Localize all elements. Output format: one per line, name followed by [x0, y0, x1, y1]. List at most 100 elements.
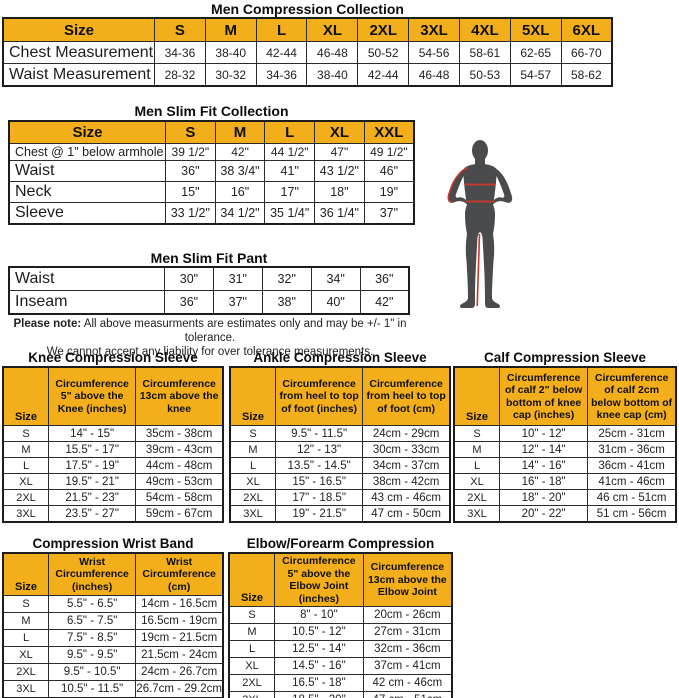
- size-cell: M: [228, 623, 275, 641]
- column-header: XL: [306, 17, 359, 42]
- size-cell: 2XL: [2, 663, 49, 681]
- note-bold-label: Please note:: [13, 318, 82, 330]
- title-ankle-compression-sleeve: Ankle Compression Sleeve: [253, 350, 427, 365]
- size-cell: 3XL: [2, 680, 49, 698]
- value-cell: 21.5cm - 24cm: [135, 646, 224, 664]
- value-cell: 62-65: [509, 41, 562, 64]
- table-row: XL 19.5" - 21" 49cm - 53cm: [2, 473, 224, 490]
- title-men-slim-fit-pant: Men Slim Fit Pant: [150, 250, 268, 266]
- title-men-compression-collection: Men Compression Collection: [211, 1, 404, 17]
- size-column-header: Size: [228, 552, 275, 607]
- size-cell: S: [2, 595, 49, 613]
- value-cell: 7.5" - 8.5": [47, 629, 137, 647]
- value-cell: 36": [164, 290, 214, 315]
- value-cell: 34": [310, 266, 361, 291]
- value-cell: 15" - 16.5": [274, 473, 364, 490]
- size-column-header: Size: [2, 366, 49, 426]
- value-cell: 38 3/4": [214, 160, 266, 182]
- column-header: 5XL: [509, 17, 562, 42]
- column-header: 6XL: [560, 17, 613, 42]
- size-cell: 2XL: [453, 489, 500, 506]
- value-cell: 35 1/4": [264, 202, 316, 225]
- value-cell: 5.5" - 6.5": [47, 595, 137, 613]
- title-men-slim-fit-collection: Men Slim Fit Collection: [134, 103, 289, 119]
- table-row: L 13.5" - 14.5" 34cm - 37cm: [229, 457, 451, 474]
- sleeve-measurement-line: [447, 166, 469, 203]
- value-cell: 37": [363, 202, 415, 225]
- header-row: Size S M L XL XXL: [8, 120, 415, 144]
- size-cell: XL: [2, 646, 49, 664]
- column-header: Circumference 5" above the Elbow Joint (…: [274, 552, 364, 607]
- size-column-header: Size: [229, 366, 276, 426]
- value-cell: 15": [165, 181, 216, 203]
- column-header: Circumference of calf 2cm below bottom o…: [587, 366, 677, 426]
- value-cell: 46-48: [306, 41, 359, 64]
- value-cell: 37": [212, 290, 263, 315]
- column-header: Wrist Circumference (inches): [47, 552, 137, 596]
- value-cell: 30": [164, 266, 214, 291]
- size-cell: M: [2, 612, 49, 630]
- table-row: Waist Measurement 28-32 30-32 34-36 38-40 42-…: [2, 63, 613, 87]
- value-cell: 12" - 14": [498, 441, 589, 458]
- size-cell: XL: [228, 657, 275, 675]
- table-row: M 10.5" - 12" 27cm - 31cm: [228, 623, 453, 641]
- figure-armpit-gap-right: [494, 176, 505, 200]
- table-row: S 14" - 15" 35cm - 38cm: [2, 425, 224, 442]
- size-cell: S: [228, 606, 275, 624]
- column-header: L: [264, 120, 316, 144]
- size-cell: L: [2, 457, 49, 474]
- table-row: Inseam 36" 37" 38" 40" 42": [8, 290, 410, 315]
- value-cell: 43 1/2": [314, 160, 365, 182]
- note-line2: We cannot accept any liability for over …: [46, 346, 374, 358]
- table-row: L 17.5" - 19" 44cm - 48cm: [2, 457, 224, 474]
- table-row: 3XL 10.5" - 11.5" 26.7cm - 29.2cm: [2, 680, 224, 698]
- value-cell: 36": [359, 266, 410, 291]
- table-row: XL 15" - 16.5" 38cm - 42cm: [229, 473, 451, 490]
- value-cell: 19": [363, 181, 415, 203]
- title-knee-compression-sleeve: Knee Compression Sleeve: [28, 350, 198, 365]
- column-header: L: [255, 17, 308, 42]
- value-cell: 18" - 20": [498, 489, 589, 506]
- value-cell: 28-32: [154, 63, 206, 87]
- size-cell: 3XL: [228, 691, 275, 698]
- value-cell: 39cm - 43cm: [135, 441, 224, 458]
- men-slim-fit-pant-table: Waist 30" 31" 32" 34" 36" Inseam 36" 37" 38" 40" 42…: [8, 266, 410, 315]
- value-cell: 8" - 10": [274, 606, 364, 624]
- value-cell: 49 1/2": [363, 143, 415, 161]
- table-row: Waist 36" 38 3/4" 41" 43 1/2" 46": [8, 160, 415, 182]
- table-row: Waist 30" 31" 32" 34" 36": [8, 266, 410, 291]
- table-row: Neck 15" 16" 17" 18" 19": [8, 181, 415, 203]
- inseam-measurement-line: [476, 233, 481, 307]
- title-calf-compression-sleeve: Calf Compression Sleeve: [483, 350, 647, 365]
- value-cell: 19cm - 21.5cm: [135, 629, 224, 647]
- column-header: 3XL: [408, 17, 460, 42]
- value-cell: 38": [261, 290, 312, 315]
- value-cell: 35cm - 38cm: [135, 425, 224, 442]
- value-cell: 41": [264, 160, 316, 182]
- value-cell: 30-32: [204, 63, 257, 87]
- value-cell: 15.5" - 17": [47, 441, 137, 458]
- value-cell: 14cm - 16.5cm: [135, 595, 224, 613]
- value-cell: 10" - 12": [498, 425, 589, 442]
- size-cell: 2XL: [2, 489, 49, 506]
- header-row: Size Circumference 5" above the Knee (inc…: [2, 366, 224, 426]
- value-cell: 18": [314, 181, 365, 203]
- value-cell: 9.5" - 9.5": [47, 646, 137, 664]
- column-header: Wrist Circumference (cm): [135, 552, 224, 596]
- calf-compression-sleeve-table: Size Circumference of calf 2" below botto…: [453, 366, 677, 523]
- value-cell: 37cm - 41cm: [362, 657, 453, 675]
- value-cell: 47 cm - 51cm: [362, 691, 453, 698]
- value-cell: 40": [310, 290, 361, 315]
- size-cell: 2XL: [229, 489, 276, 506]
- table-row: 2XL 17" - 18.5" 43 cm - 46cm: [229, 489, 451, 506]
- value-cell: 44 1/2": [264, 143, 316, 161]
- elbow-forearm-compression-sleeve-table: Size Circumference 5" above the Elbow Joi…: [228, 552, 453, 698]
- value-cell: 47 cm - 50cm: [362, 505, 451, 523]
- column-header: Circumference 13cm above the knee: [135, 366, 224, 426]
- table-row: L 14" - 16" 36cm - 41cm: [453, 457, 677, 474]
- value-cell: 10.5" - 12": [274, 623, 364, 641]
- value-cell: 58-61: [458, 41, 511, 64]
- value-cell: 26.7cm - 29.2cm: [135, 680, 224, 698]
- table-row: 3XL18.5" - 20"47 cm - 51cm: [228, 691, 453, 698]
- value-cell: 27cm - 31cm: [362, 623, 453, 641]
